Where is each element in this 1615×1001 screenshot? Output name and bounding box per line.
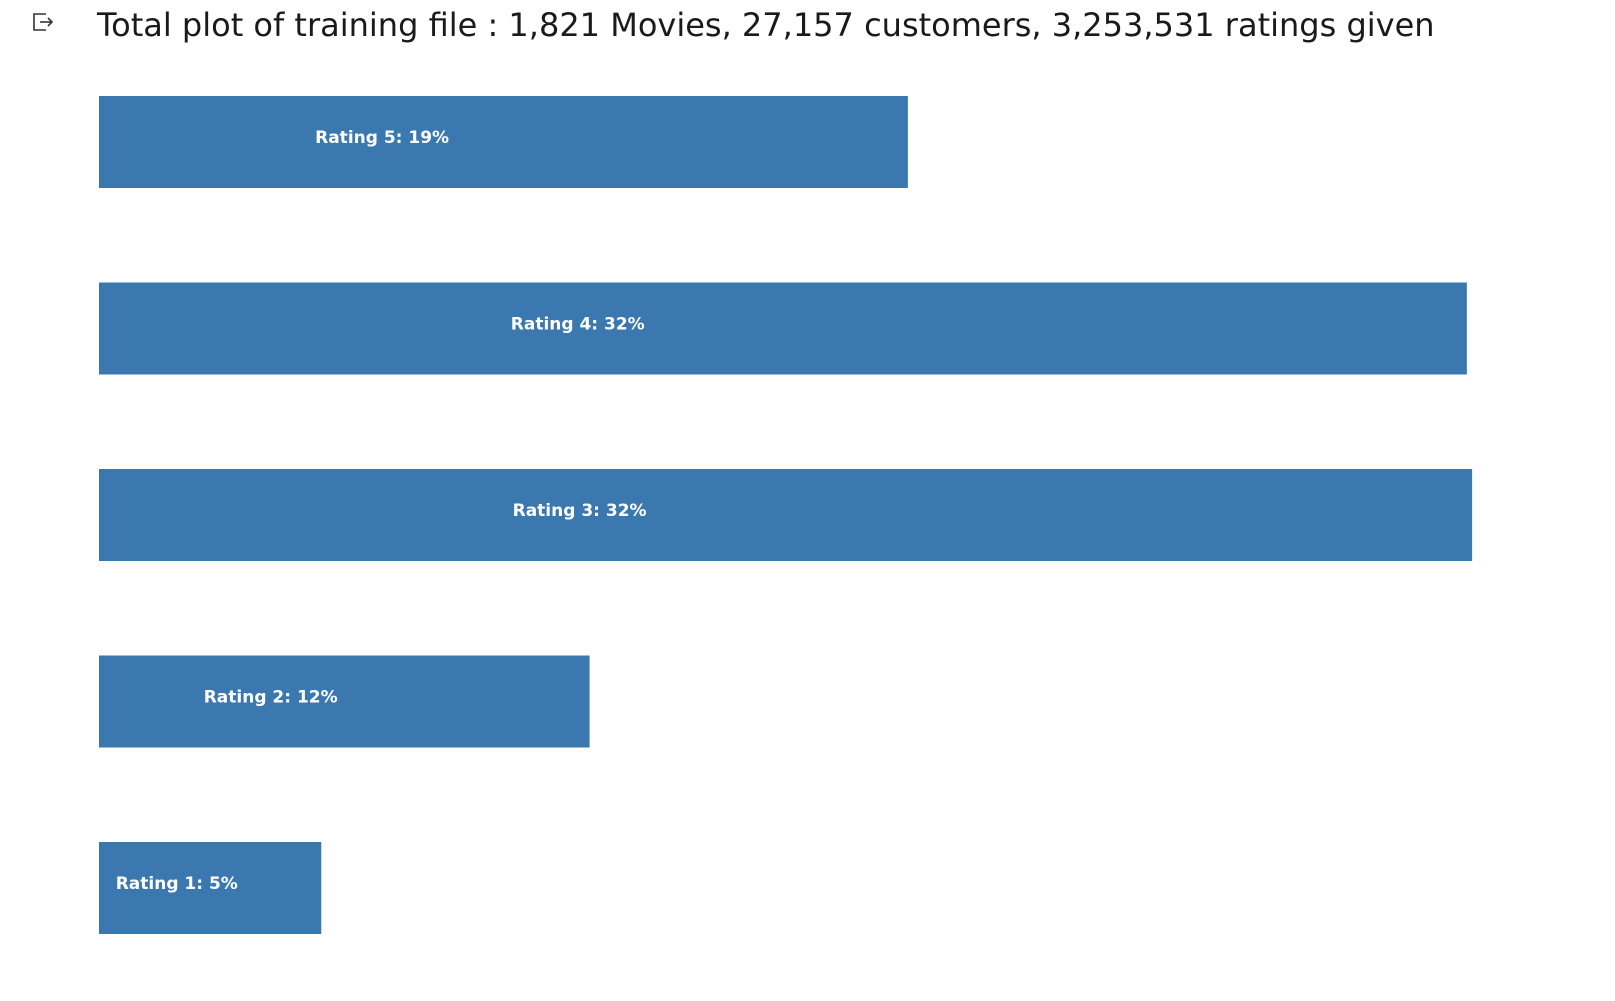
bar-label-rating-3: Rating 3: 32% (513, 501, 647, 521)
bar-rating-5 (99, 96, 908, 188)
chart-title: Total plot of training file : 1,821 Movi… (97, 6, 1435, 44)
bar-label-rating-4: Rating 4: 32% (511, 315, 645, 335)
bar-rating-3 (99, 469, 1473, 561)
bar-label-rating-1: Rating 1: 5% (116, 874, 238, 894)
output-arrow-icon (30, 9, 56, 35)
bar-rating-4 (99, 282, 1467, 375)
bar-label-rating-5: Rating 5: 19% (315, 128, 449, 148)
bar-rating-1 (99, 842, 322, 934)
bar-rating-2 (99, 655, 590, 748)
bar-label-rating-2: Rating 2: 12% (204, 688, 338, 708)
